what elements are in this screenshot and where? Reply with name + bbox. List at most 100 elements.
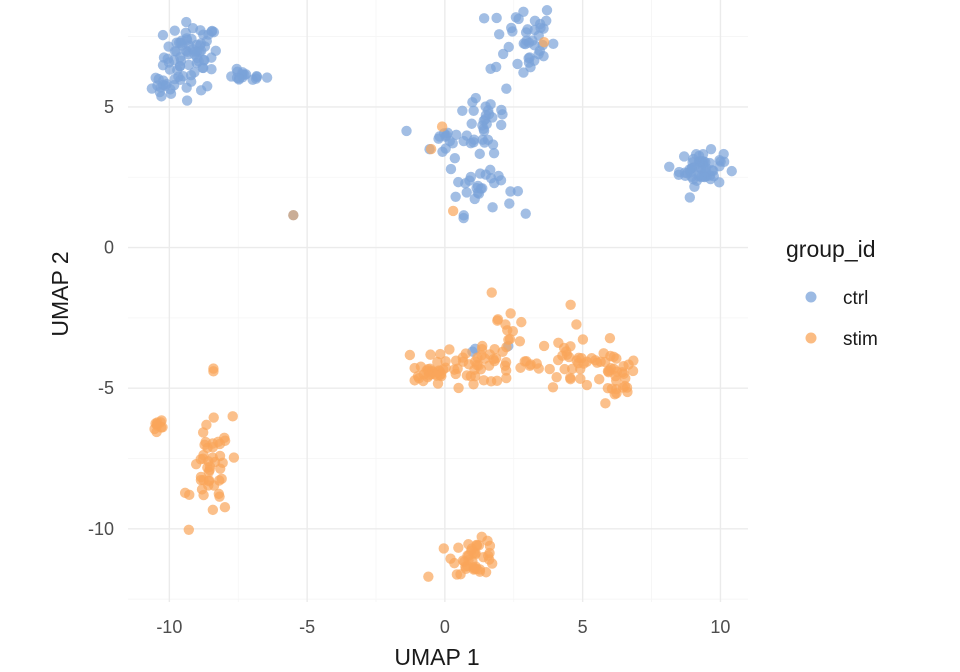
data-point-ctrl <box>512 185 524 197</box>
data-point-stim <box>449 557 460 569</box>
data-point-stim <box>575 373 586 385</box>
data-point-ctrl <box>189 67 200 78</box>
data-point-ctrl <box>490 61 502 73</box>
data-point-ctrl <box>493 170 504 182</box>
data-point-stim <box>538 36 550 48</box>
x-axis-title: UMAP 1 <box>394 644 479 670</box>
data-point-ctrl <box>501 83 512 94</box>
data-point-ctrl <box>401 125 412 137</box>
data-point-stim <box>544 363 555 375</box>
data-point-stim <box>151 426 162 438</box>
data-point-stim <box>461 370 473 381</box>
data-point-stim <box>573 352 584 363</box>
data-point-stim <box>196 484 208 495</box>
data-point-stim <box>611 375 622 386</box>
data-point-stim <box>474 566 486 577</box>
data-point-stim <box>423 571 434 582</box>
data-point-stim <box>547 382 559 393</box>
data-point-ctrl <box>541 15 552 26</box>
data-point-ctrl <box>726 165 737 177</box>
data-point-ctrl <box>497 109 508 120</box>
data-point-stim <box>492 315 503 326</box>
data-point-ctrl <box>520 208 531 219</box>
data-point-stim <box>425 143 437 155</box>
data-point-stim <box>552 354 564 366</box>
data-point-ctrl <box>684 164 695 175</box>
data-point-ctrl <box>449 152 461 164</box>
data-point-stim <box>432 356 443 368</box>
x-tick-label: 0 <box>440 617 450 637</box>
data-point-ctrl <box>195 85 207 96</box>
data-point-ctrl <box>691 175 703 186</box>
series-ctrl <box>146 5 737 357</box>
data-point-stim <box>208 366 219 377</box>
data-point-ctrl <box>451 129 462 140</box>
data-point-stim <box>565 373 576 385</box>
data-point-ctrl <box>512 58 523 70</box>
data-point-stim <box>425 349 436 360</box>
data-point-stim <box>199 439 210 451</box>
data-point-stim <box>603 367 614 378</box>
y-tick-label: 5 <box>104 97 114 117</box>
data-point-ctrl <box>206 64 217 75</box>
data-point-ctrl <box>183 59 195 71</box>
data-point-ctrl <box>488 147 500 159</box>
data-point-ctrl <box>165 88 177 100</box>
data-point-stim <box>215 463 226 474</box>
data-point-ctrl <box>445 163 457 175</box>
x-tick-label: 5 <box>578 617 588 637</box>
data-point-ctrl <box>479 137 490 148</box>
data-point-ctrl <box>164 64 176 75</box>
data-point-ctrl <box>534 45 545 57</box>
data-point-overlap <box>288 210 299 221</box>
data-point-stim <box>538 340 550 352</box>
data-point-stim <box>150 418 161 429</box>
data-point-ctrl <box>523 37 535 48</box>
data-point-ctrl <box>673 166 685 178</box>
data-point-stim <box>455 569 466 580</box>
data-point-stim <box>409 362 420 374</box>
data-point-ctrl <box>469 193 480 205</box>
data-point-stim <box>611 388 622 399</box>
data-point-ctrl <box>457 105 468 117</box>
data-point-ctrl <box>503 41 514 53</box>
y-tick-label: -10 <box>88 519 114 539</box>
data-point-stim <box>519 356 530 367</box>
data-point-ctrl <box>466 118 477 129</box>
data-point-ctrl <box>458 135 469 147</box>
data-point-stim <box>619 380 631 392</box>
data-point-ctrl <box>206 25 218 37</box>
data-point-ctrl <box>524 52 535 63</box>
legend-ctrl-swatch <box>805 291 817 303</box>
data-point-stim <box>452 363 463 374</box>
scatter-points <box>146 5 737 582</box>
data-point-ctrl <box>157 29 169 41</box>
data-point-stim <box>514 336 526 347</box>
data-point-stim <box>604 332 616 344</box>
data-point-stim <box>447 205 459 217</box>
data-point-stim <box>507 326 519 337</box>
data-point-stim <box>505 308 516 319</box>
data-point-ctrl <box>163 41 174 52</box>
data-point-ctrl <box>493 29 505 40</box>
data-point-ctrl <box>195 38 207 49</box>
data-point-stim <box>595 356 606 367</box>
data-point-stim <box>468 379 479 390</box>
data-point-stim <box>450 355 462 366</box>
data-point-stim <box>444 344 455 355</box>
data-point-ctrl <box>688 153 699 165</box>
data-point-ctrl <box>233 74 245 85</box>
data-point-ctrl <box>715 156 726 167</box>
data-point-stim <box>627 365 639 377</box>
data-point-ctrl <box>468 105 479 116</box>
data-point-ctrl <box>189 46 201 57</box>
data-point-ctrl <box>485 99 496 110</box>
data-point-ctrl <box>529 15 541 26</box>
data-point-stim <box>600 398 611 409</box>
major-gridlines <box>128 0 748 602</box>
data-point-stim <box>183 524 195 536</box>
data-point-stim <box>471 359 483 371</box>
data-point-ctrl <box>518 67 529 78</box>
data-point-stim <box>531 358 542 369</box>
data-point-stim <box>594 374 605 385</box>
